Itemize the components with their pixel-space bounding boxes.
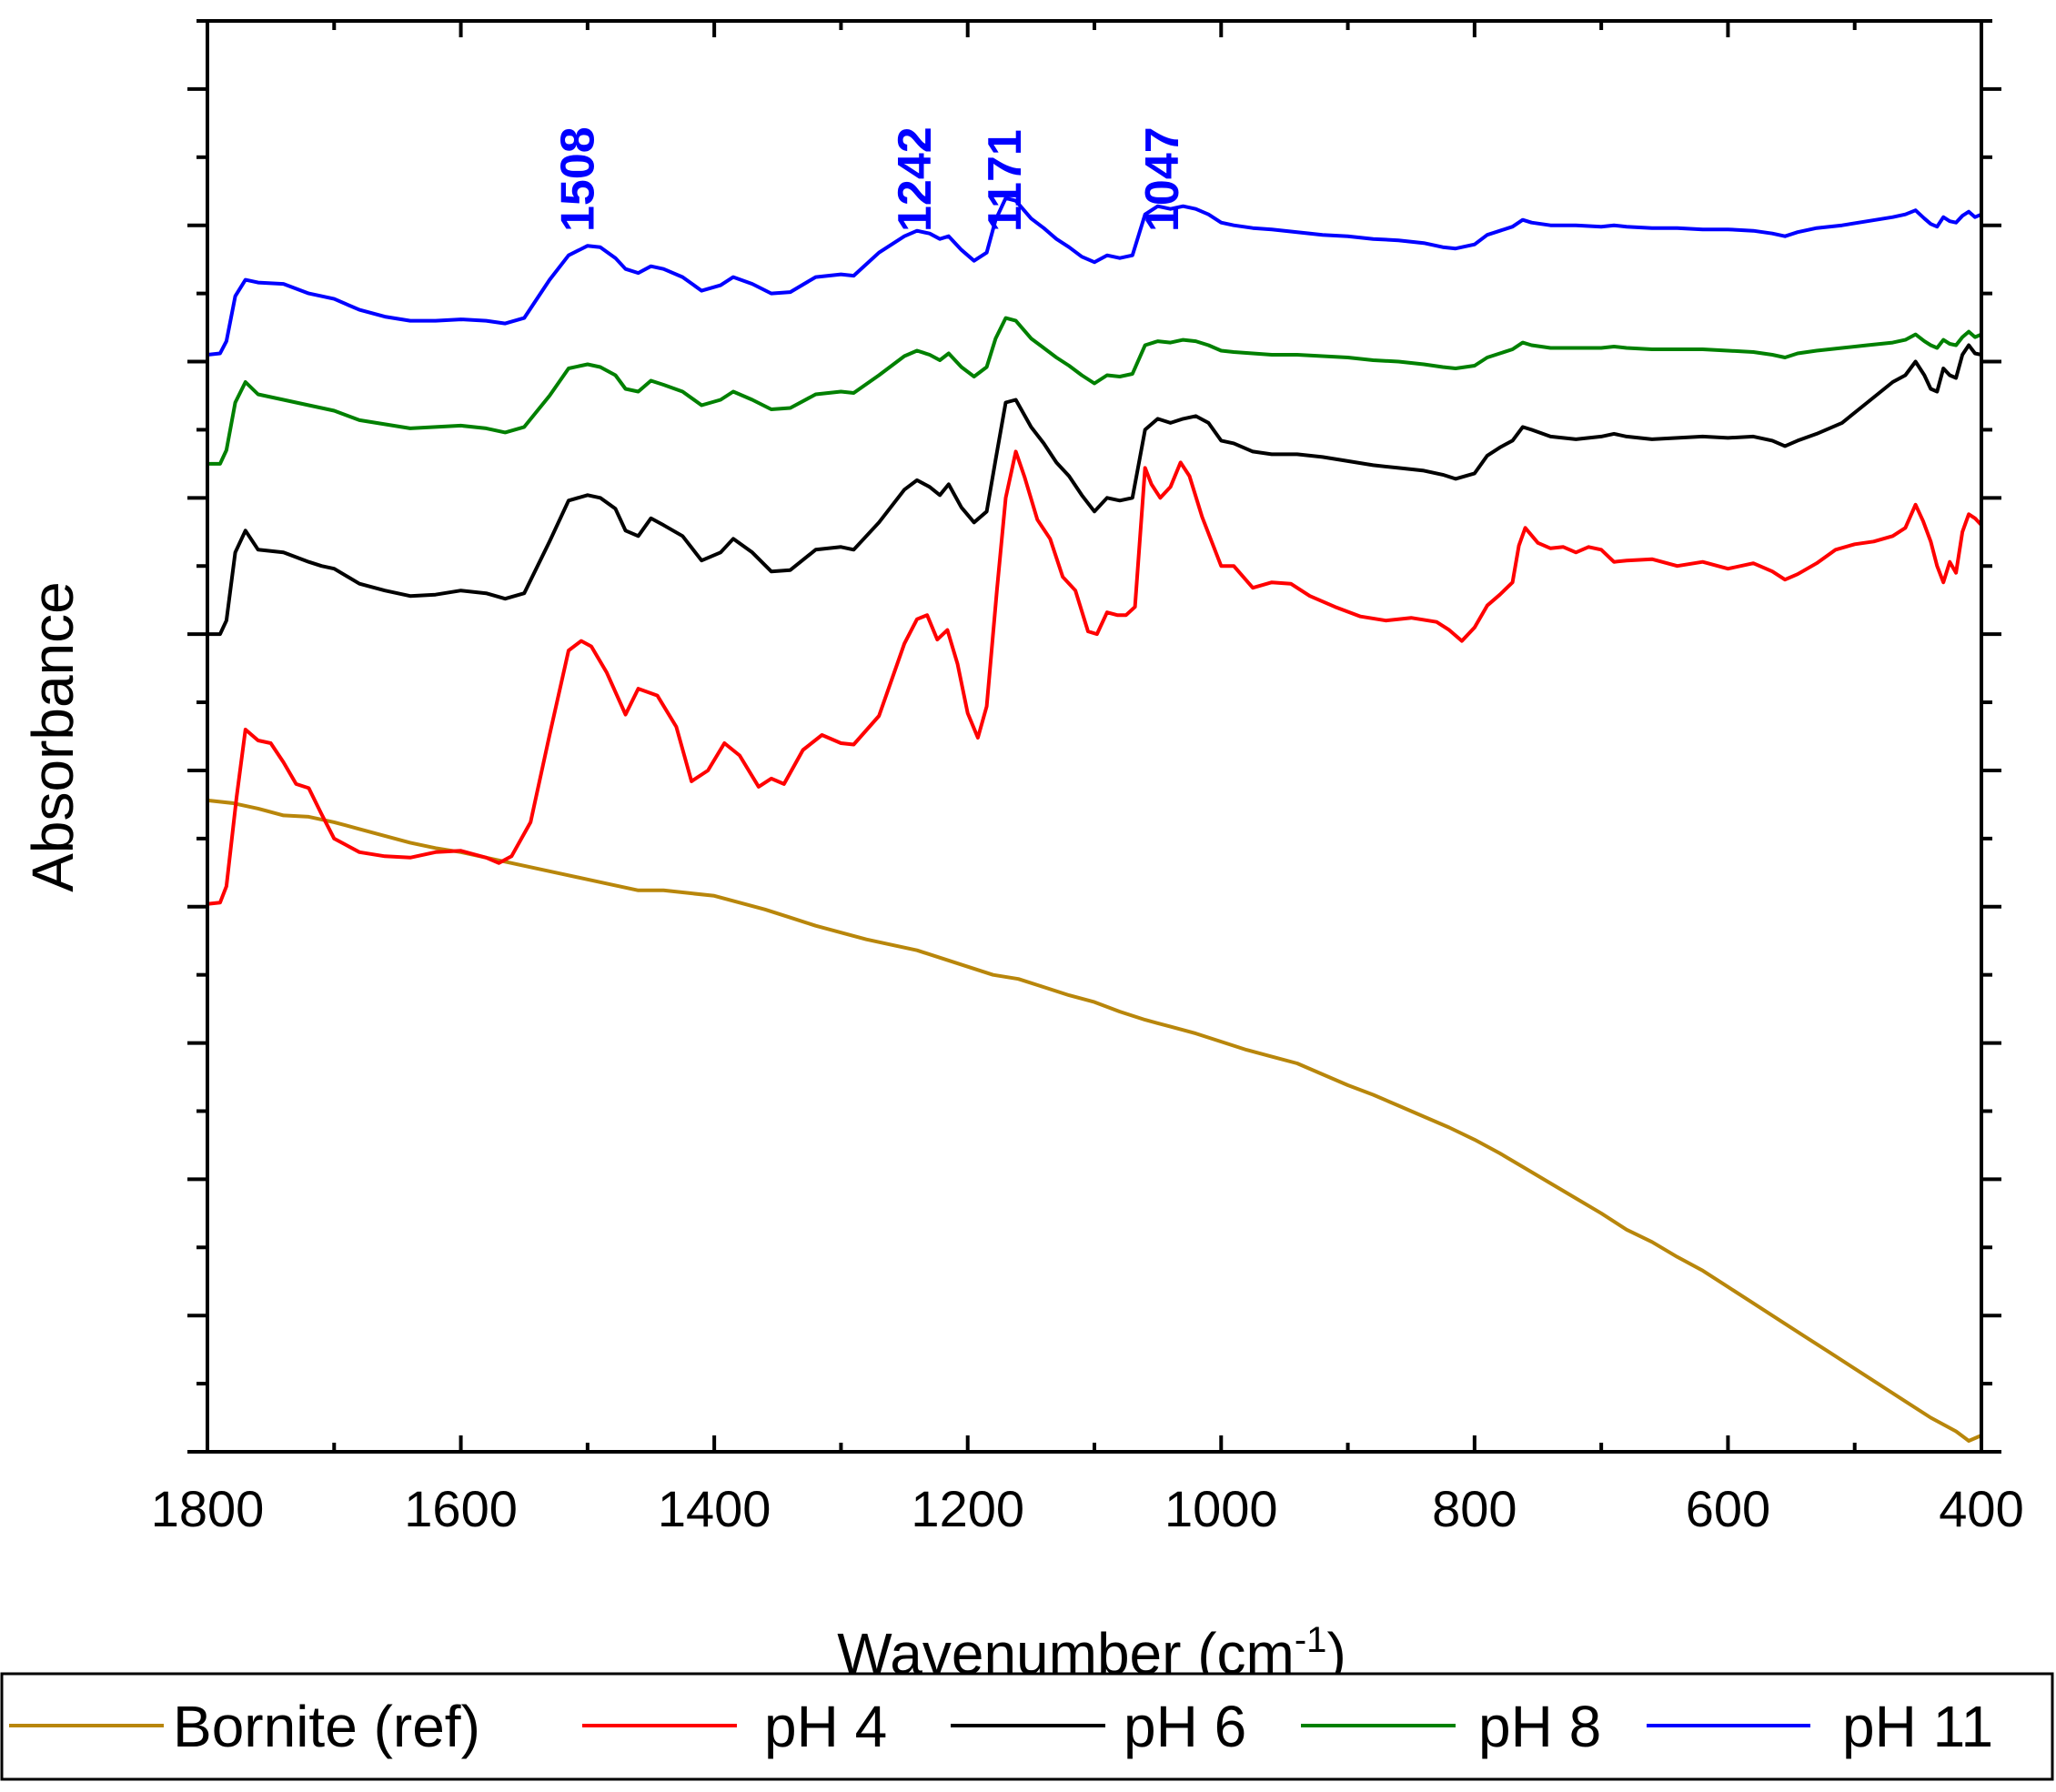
series-line-ph-8 [207,316,1982,466]
peak-label-1508: 1508 [552,126,605,232]
peak-label-1242: 1242 [889,126,942,232]
x-tick-label: 600 [1686,1480,1770,1537]
x-tick-label: 1200 [911,1480,1024,1537]
plot-lines-group [207,196,1983,1443]
peak-label-1047: 1047 [1136,126,1189,232]
x-tick-label: 800 [1432,1480,1517,1537]
x-axis-title-sup: -1 [1295,1620,1327,1660]
peak-annotations: 1508 1242 1171 1047 [552,126,1189,232]
x-axis-title-close: ) [1326,1621,1345,1686]
legend: Bornite (ref) pH 4 pH 6 pH 8 pH 11 [9,1694,1993,1759]
legend-label: pH 4 [764,1694,887,1759]
legend-label: pH 11 [1842,1694,1993,1759]
x-tick-label: 400 [1939,1480,2023,1537]
series-line-bornite-ref [207,798,1982,1443]
legend-label: pH 8 [1478,1694,1601,1759]
x-tick-label: 1800 [151,1480,265,1537]
y-axis-title: Absorbance [20,581,86,892]
x-axis-ticks: 1800 1600 1400 1200 1000 800 600 400 [151,21,2024,1537]
legend-label: Bornite (ref) [173,1694,480,1759]
series-line-ph-11 [207,196,1982,357]
series-line-ph-4 [207,449,1983,906]
x-tick-label: 1600 [404,1480,518,1537]
y-axis-ticks [187,19,2001,1454]
x-tick-label: 1000 [1164,1480,1278,1537]
peak-label-1171: 1171 [979,129,1032,232]
legend-label: pH 6 [1124,1694,1246,1759]
series-line-ph-6 [207,343,1982,637]
x-tick-label: 1400 [658,1480,771,1537]
plot-frame [206,19,1983,1454]
